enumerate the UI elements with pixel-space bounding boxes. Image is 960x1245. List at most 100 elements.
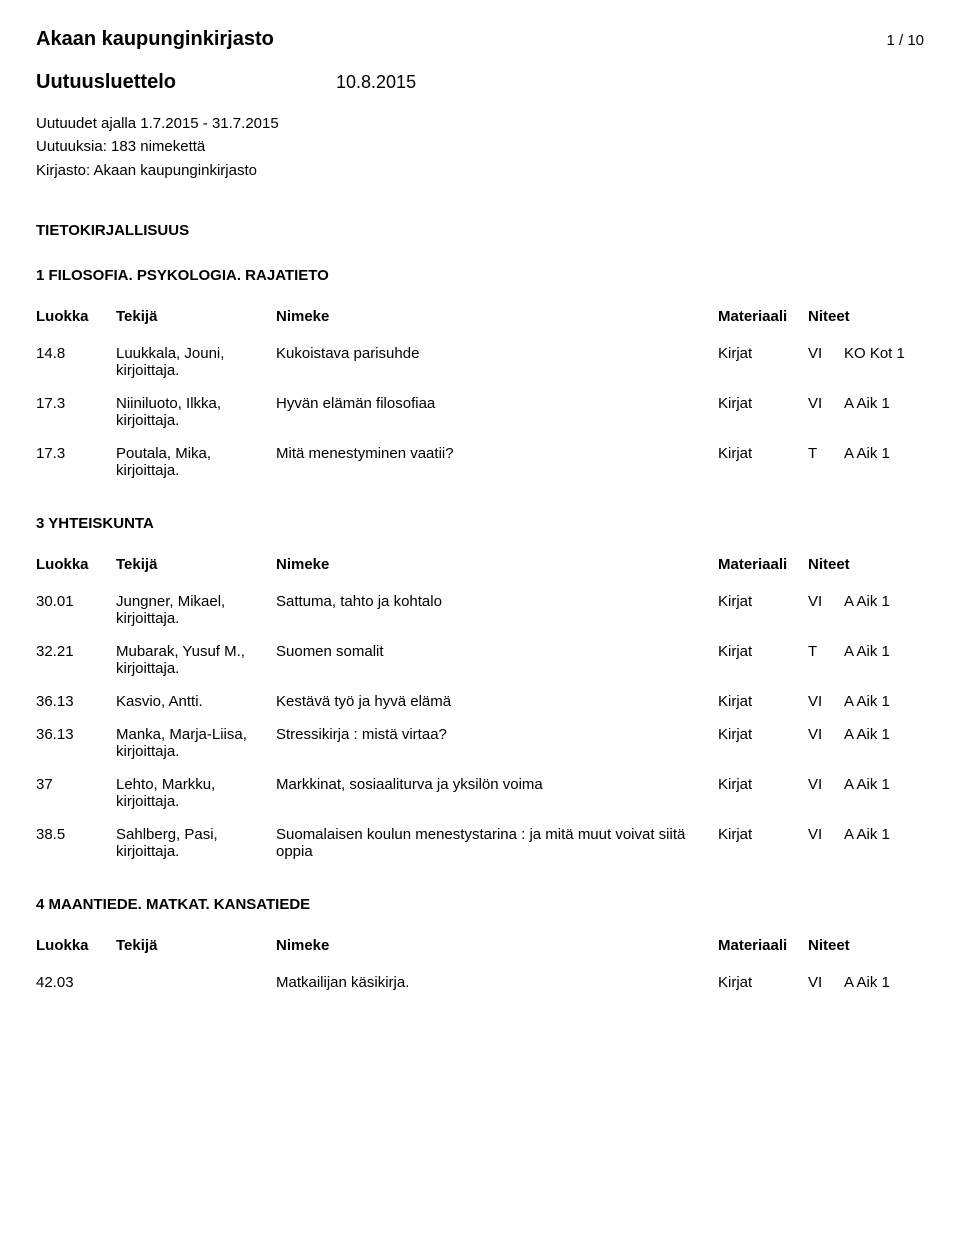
cell-tekija: Manka, Marja-Liisa, kirjoittaja.: [116, 718, 276, 768]
cell-nimeke: Suomen somalit: [276, 635, 718, 685]
section-title: 1 FILOSOFIA. PSYKOLOGIA. RAJATIETO: [36, 267, 924, 284]
cell-nite-code: VI: [808, 966, 844, 999]
table-row: 30.01Jungner, Mikael, kirjoittaja.Sattum…: [36, 585, 924, 635]
cell-tekija: Kasvio, Antti.: [116, 685, 276, 718]
section-title: 3 YHTEISKUNTA: [36, 515, 924, 532]
cell-nite-code: T: [808, 635, 844, 685]
col-header-nimeke: Nimeke: [276, 302, 718, 337]
cell-nimeke: Kestävä työ ja hyvä elämä: [276, 685, 718, 718]
cell-nite-code: VI: [808, 718, 844, 768]
cell-nimeke: Stressikirja : mistä virtaa?: [276, 718, 718, 768]
cell-tekija: Poutala, Mika, kirjoittaja.: [116, 437, 276, 487]
col-header-nimeke: Nimeke: [276, 550, 718, 585]
cell-luokka: 37: [36, 768, 116, 818]
cell-nite-loc: A Aik 1: [844, 768, 924, 818]
cell-luokka: 42.03: [36, 966, 116, 999]
cell-nite-loc: A Aik 1: [844, 966, 924, 999]
cell-luokka: 14.8: [36, 337, 116, 387]
cell-materiaali: Kirjat: [718, 768, 808, 818]
cell-luokka: 17.3: [36, 387, 116, 437]
cell-tekija: Lehto, Markku, kirjoittaja.: [116, 768, 276, 818]
cell-tekija: Sahlberg, Pasi, kirjoittaja.: [116, 818, 276, 868]
cell-luokka: 36.13: [36, 718, 116, 768]
table-row: 17.3Niiniluoto, Ilkka, kirjoittaja.Hyvän…: [36, 387, 924, 437]
cell-materiaali: Kirjat: [718, 585, 808, 635]
col-header-nimeke: Nimeke: [276, 931, 718, 966]
col-header-luokka: Luokka: [36, 302, 116, 337]
col-header-tekija: Tekijä: [116, 931, 276, 966]
library-title: Akaan kaupunginkirjasto: [36, 28, 274, 51]
cell-nite-code: VI: [808, 818, 844, 868]
cell-nite-code: VI: [808, 685, 844, 718]
col-header-niteet: Niteet: [808, 302, 924, 337]
cell-nite-code: T: [808, 437, 844, 487]
cell-nite-code: VI: [808, 387, 844, 437]
header-row: Akaan kaupunginkirjasto 1 / 10: [36, 28, 924, 51]
cell-materiaali: Kirjat: [718, 718, 808, 768]
cell-nite-loc: A Aik 1: [844, 387, 924, 437]
cell-materiaali: Kirjat: [718, 437, 808, 487]
cell-luokka: 36.13: [36, 685, 116, 718]
cell-materiaali: Kirjat: [718, 635, 808, 685]
cell-nite-loc: A Aik 1: [844, 585, 924, 635]
cell-tekija: Niiniluoto, Ilkka, kirjoittaja.: [116, 387, 276, 437]
cell-luokka: 38.5: [36, 818, 116, 868]
table-row: 36.13Manka, Marja-Liisa, kirjoittaja.Str…: [36, 718, 924, 768]
cell-nite-loc: KO Kot 1: [844, 337, 924, 387]
page-subtitle: Uutuusluettelo: [36, 71, 176, 94]
cell-nite-code: VI: [808, 337, 844, 387]
cell-nimeke: Kukoistava parisuhde: [276, 337, 718, 387]
cell-tekija: Mubarak, Yusuf M., kirjoittaja.: [116, 635, 276, 685]
cell-luokka: 17.3: [36, 437, 116, 487]
cell-nite-loc: A Aik 1: [844, 718, 924, 768]
catalog-table: LuokkaTekijäNimekeMateriaaliNiteet30.01J…: [36, 550, 924, 868]
catalog-table: LuokkaTekijäNimekeMateriaaliNiteet14.8Lu…: [36, 302, 924, 487]
cell-nite-loc: A Aik 1: [844, 635, 924, 685]
cell-nimeke: Suomalaisen koulun menestystarina : ja m…: [276, 818, 718, 868]
cell-nite-loc: A Aik 1: [844, 685, 924, 718]
cell-materiaali: Kirjat: [718, 685, 808, 718]
section-title: 4 MAANTIEDE. MATKAT. KANSATIEDE: [36, 896, 924, 913]
col-header-luokka: Luokka: [36, 550, 116, 585]
meta-range: Uutuudet ajalla 1.7.2015 - 31.7.2015: [36, 112, 924, 135]
col-header-materiaali: Materiaali: [718, 931, 808, 966]
col-header-niteet: Niteet: [808, 550, 924, 585]
col-header-materiaali: Materiaali: [718, 550, 808, 585]
page-indicator: 1 / 10: [886, 32, 924, 49]
cell-materiaali: Kirjat: [718, 818, 808, 868]
meta-library: Kirjasto: Akaan kaupunginkirjasto: [36, 159, 924, 182]
table-row: 32.21Mubarak, Yusuf M., kirjoittaja.Suom…: [36, 635, 924, 685]
cell-nimeke: Matkailijan käsikirja.: [276, 966, 718, 999]
table-row: 14.8Luukkala, Jouni, kirjoittaja.Kukoist…: [36, 337, 924, 387]
col-header-tekija: Tekijä: [116, 302, 276, 337]
cell-nite-code: VI: [808, 585, 844, 635]
report-date: 10.8.2015: [336, 72, 416, 93]
table-row: 17.3Poutala, Mika, kirjoittaja.Mitä mene…: [36, 437, 924, 487]
table-row: 42.03 Matkailijan käsikirja.KirjatVIA Aik…: [36, 966, 924, 999]
table-row: 37Lehto, Markku, kirjoittaja.Markkinat, …: [36, 768, 924, 818]
cell-luokka: 32.21: [36, 635, 116, 685]
table-row: 36.13Kasvio, Antti.Kestävä työ ja hyvä e…: [36, 685, 924, 718]
catalog-table: LuokkaTekijäNimekeMateriaaliNiteet 42.03 M…: [36, 931, 924, 999]
meta-block: Uutuudet ajalla 1.7.2015 - 31.7.2015 Uut…: [36, 112, 924, 182]
cell-nite-code: VI: [808, 768, 844, 818]
cell-nimeke: Sattuma, tahto ja kohtalo: [276, 585, 718, 635]
col-header-luokka: Luokka: [36, 931, 116, 966]
cell-tekija: [116, 966, 276, 999]
top-section-title: TIETOKIRJALLISUUS: [36, 222, 924, 239]
cell-materiaali: Kirjat: [718, 337, 808, 387]
cell-luokka: 30.01: [36, 585, 116, 635]
cell-materiaali: Kirjat: [718, 966, 808, 999]
meta-count: Uutuuksia: 183 nimekettä: [36, 135, 924, 158]
col-header-materiaali: Materiaali: [718, 302, 808, 337]
cell-nite-loc: A Aik 1: [844, 437, 924, 487]
col-header-niteet: Niteet: [808, 931, 924, 966]
cell-nimeke: Markkinat, sosiaaliturva ja yksilön voim…: [276, 768, 718, 818]
sections-container: 1 FILOSOFIA. PSYKOLOGIA. RAJATIETO Luokka…: [36, 267, 924, 999]
cell-nimeke: Mitä menestyminen vaatii?: [276, 437, 718, 487]
cell-nimeke: Hyvän elämän filosofiaa: [276, 387, 718, 437]
col-header-tekija: Tekijä: [116, 550, 276, 585]
table-row: 38.5Sahlberg, Pasi, kirjoittaja.Suomalai…: [36, 818, 924, 868]
cell-materiaali: Kirjat: [718, 387, 808, 437]
cell-tekija: Luukkala, Jouni, kirjoittaja.: [116, 337, 276, 387]
